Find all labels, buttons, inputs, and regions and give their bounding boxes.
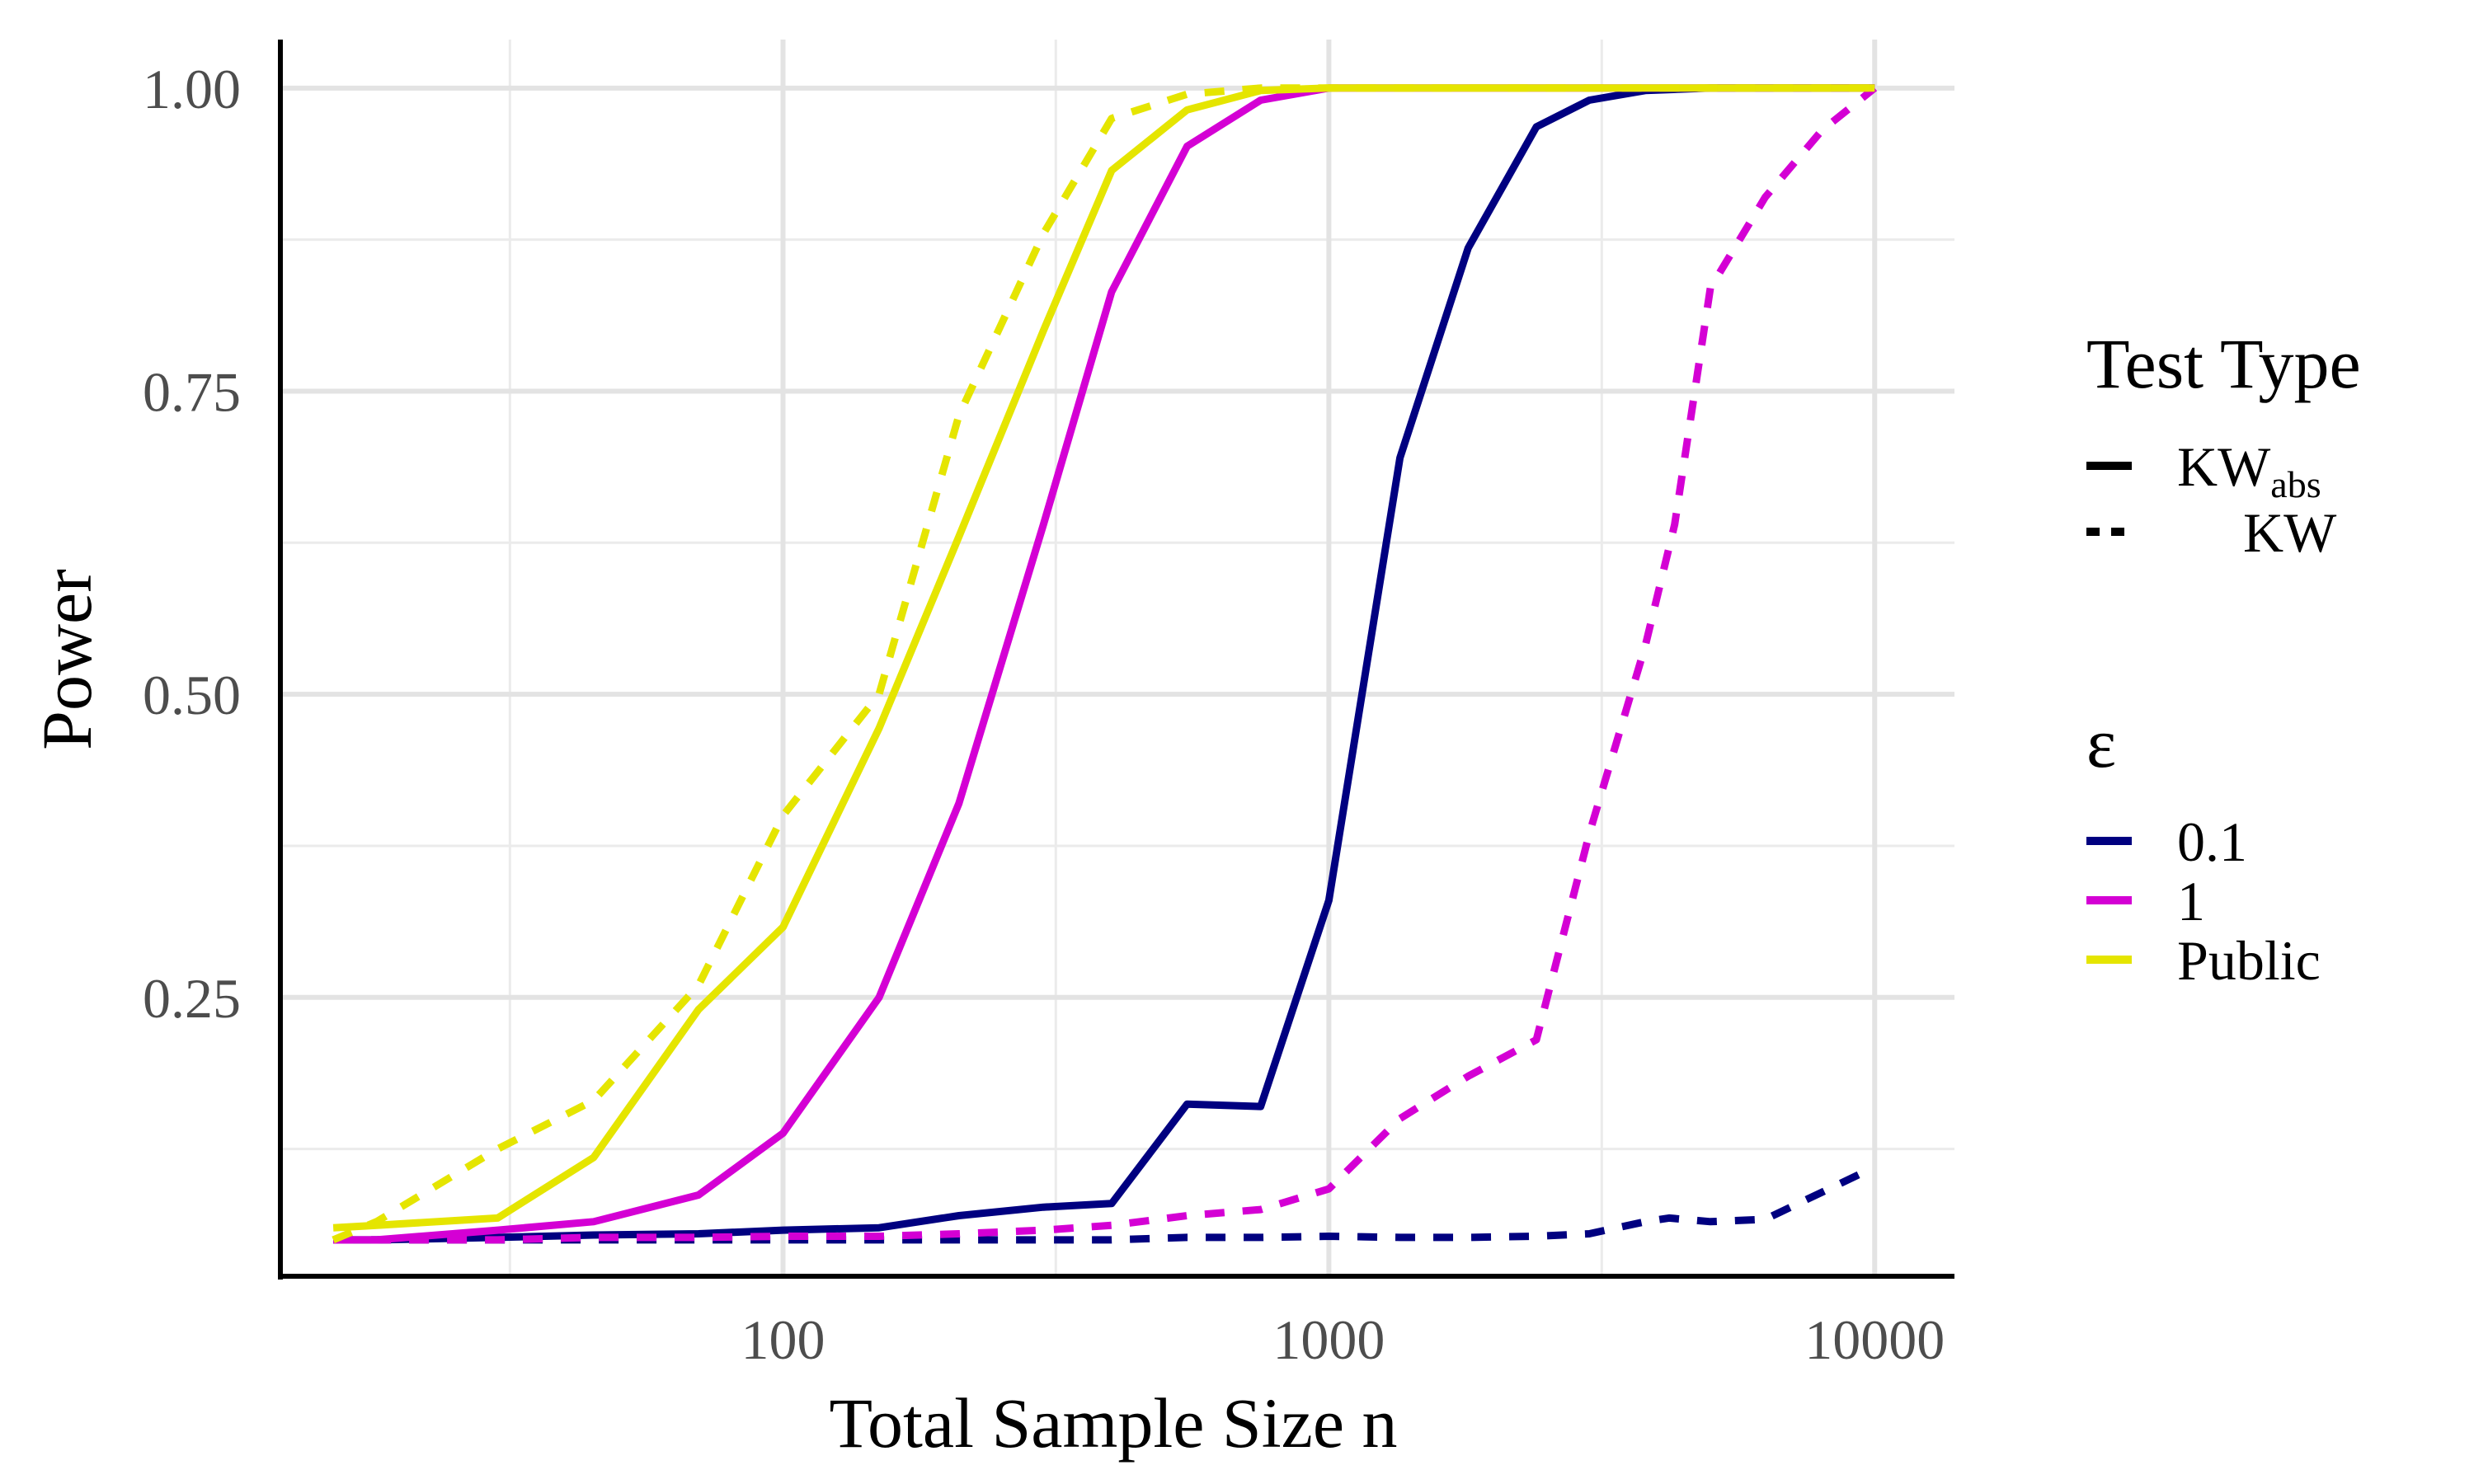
x-axis-title: Total Sample Size n: [829, 1383, 1397, 1463]
legend-label-linetype: KW: [2243, 501, 2337, 564]
legend-label-linetype: KWabs: [2177, 435, 2321, 505]
x-tick-label: 10000: [1804, 1308, 1945, 1371]
legend-label-color: 0.1: [2177, 810, 2247, 873]
series-line-kw-eps-1: [333, 85, 1878, 1244]
y-tick-label: 1.00: [143, 58, 241, 120]
y-tick-label: 0.75: [143, 360, 241, 423]
x-tick-label: 100: [741, 1308, 825, 1371]
grid-minor: [280, 40, 1954, 1276]
legend-title-test-type: Test Type: [2086, 324, 2361, 403]
legend-label-color: Public: [2177, 929, 2321, 992]
x-tick-label: 1000: [1272, 1308, 1385, 1371]
y-tick-label: 0.50: [143, 664, 241, 726]
axes-layer: [278, 40, 1954, 1280]
legend-label-color: 1: [2177, 870, 2205, 932]
series-line-kw-eps-public: [332, 84, 1875, 1244]
grid-major: [280, 40, 1954, 1276]
y-axis-title: Power: [27, 569, 106, 750]
y-tick-label: 0.25: [143, 967, 241, 1030]
tick-layer: 100 1000 10000 0.25 0.50 0.75 1.00: [143, 58, 1945, 1371]
legend-title-epsilon: ε: [2086, 703, 2116, 782]
series-line-kwabs-eps-public: [332, 84, 1875, 1232]
series-layer: [332, 84, 1878, 1244]
series-line-kwabs-eps-0-1: [333, 84, 1875, 1244]
